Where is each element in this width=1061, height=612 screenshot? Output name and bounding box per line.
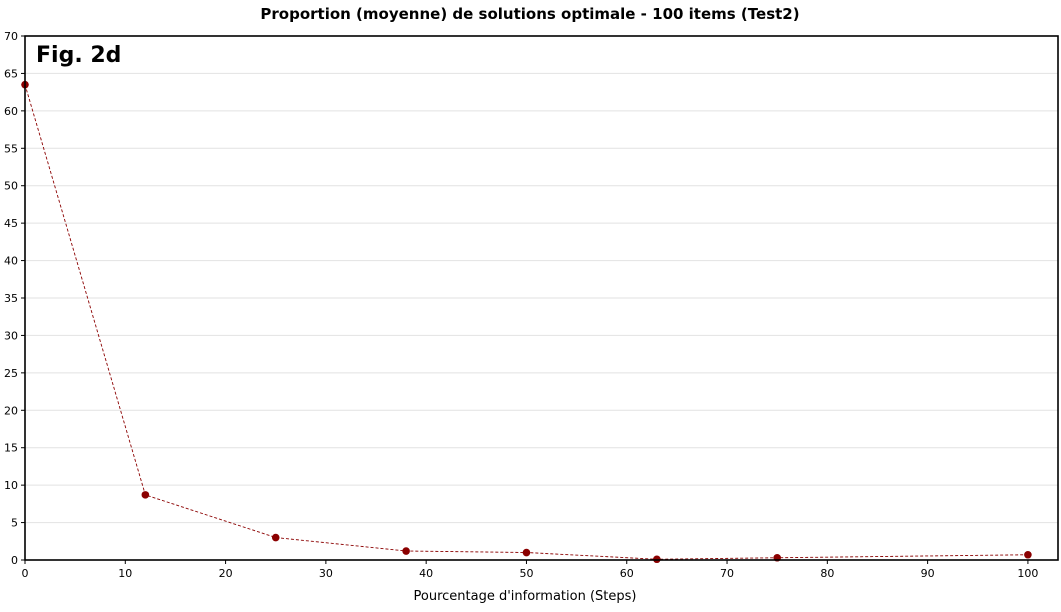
x-tick-label: 80 <box>820 567 834 580</box>
axis-ticks: 0 5 10 15 20 25 30 35 40 45 50 55 60 65 70 0 10 20 30 40 50 6… <box>4 30 1038 580</box>
y-tick-label: 5 <box>11 517 18 530</box>
y-tick-label: 50 <box>4 180 18 193</box>
y-tick-label: 40 <box>4 255 18 268</box>
x-axis-label: Pourcentage d'information (Steps) <box>414 589 637 604</box>
x-tick-label: 10 <box>118 567 132 580</box>
data-point <box>141 491 150 499</box>
x-tick-label: 0 <box>22 567 29 580</box>
y-tick-label: 55 <box>4 142 18 155</box>
figure-label: Fig. 2d <box>36 43 121 68</box>
y-tick-label: 65 <box>4 67 18 80</box>
series-layer <box>21 80 1032 564</box>
series-line <box>24 84 1028 560</box>
y-tick-label: 25 <box>4 367 18 380</box>
x-tick-label: 70 <box>720 567 734 580</box>
x-tick-label: 90 <box>921 567 935 580</box>
data-point <box>522 548 531 557</box>
data-point <box>1024 550 1032 559</box>
x-tick-label: 30 <box>319 567 333 580</box>
x-tick-label: 20 <box>219 567 233 580</box>
y-tick-label: 20 <box>4 404 18 417</box>
y-tick-label: 45 <box>4 217 18 230</box>
y-tick-label: 15 <box>4 442 18 455</box>
y-tick-label: 0 <box>11 554 18 567</box>
chart-title: Proportion (moyenne) de solutions optima… <box>260 5 799 23</box>
data-point <box>271 533 280 542</box>
y-tick-label: 10 <box>4 479 18 492</box>
y-tick-label: 35 <box>4 292 18 305</box>
x-tick-label: 40 <box>419 567 433 580</box>
grid-lines <box>25 72 1058 524</box>
y-tick-label: 60 <box>4 105 18 118</box>
data-point <box>402 547 410 555</box>
y-tick-label: 30 <box>4 329 18 342</box>
x-tick-label: 60 <box>620 567 634 580</box>
x-tick-label: 100 <box>1017 567 1038 580</box>
y-tick-label: 70 <box>4 30 18 43</box>
x-tick-label: 50 <box>519 567 533 580</box>
